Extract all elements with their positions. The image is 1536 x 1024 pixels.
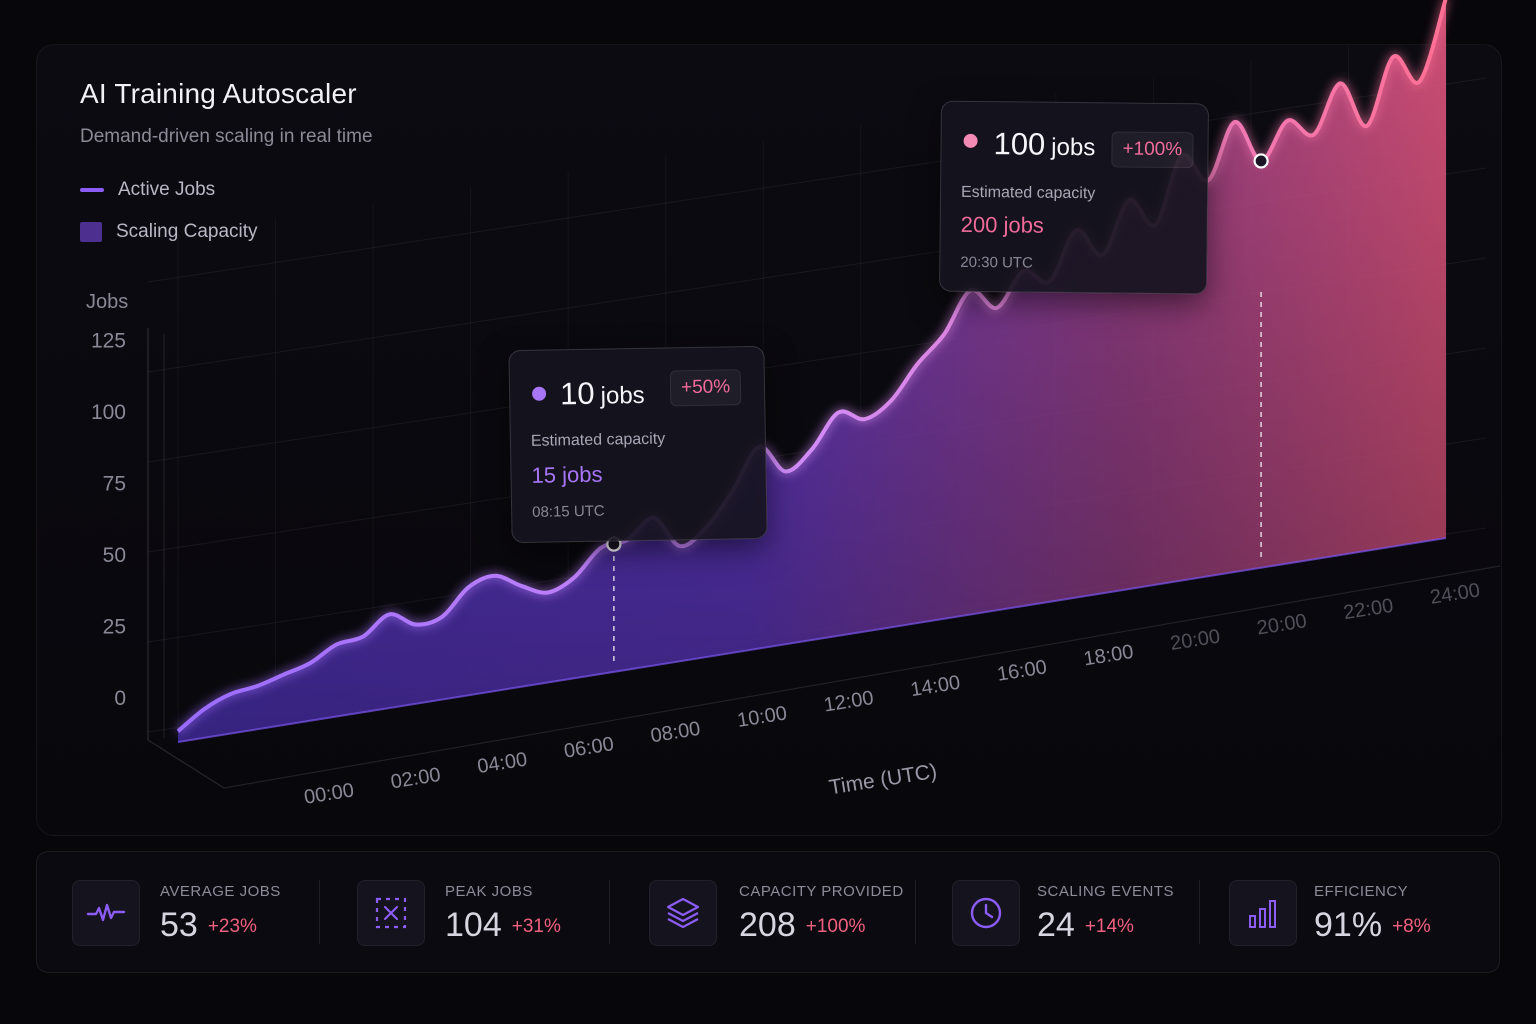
peak-target-icon	[357, 880, 425, 946]
grid-line-y	[147, 77, 1487, 283]
x-tick-label: 10:00	[736, 702, 789, 732]
area-baseline	[177, 537, 1447, 743]
tooltip-annotation-1: 10 jobs +50% Estimated capacity 15 jobs 0…	[508, 345, 768, 544]
stat-average-jobs: AVERAGE JOBS 53 +23%	[72, 852, 322, 972]
x-tick-label: 16:00	[996, 656, 1049, 686]
stat-value: 104 +31%	[445, 906, 561, 944]
stat-peak-jobs: PEAK JOBS 104 +31%	[357, 852, 617, 972]
tooltip-time: 08:15 UTC	[532, 502, 605, 521]
x-tick-label: 22:00	[1342, 595, 1395, 625]
x-tick-label: 04:00	[476, 749, 529, 779]
stat-divider	[915, 880, 916, 944]
series-dot-icon	[531, 386, 547, 401]
series-dot-icon	[963, 133, 978, 148]
legend-label: Scaling Capacity	[116, 221, 258, 242]
legend-line-icon	[80, 188, 104, 192]
x-tick-label: 00:00	[303, 779, 356, 809]
x-tick-label: 24:00	[1429, 579, 1482, 609]
stat-divider	[1199, 880, 1200, 944]
y-tick-label: 25	[103, 616, 126, 639]
tooltip-value: 100 jobs	[993, 126, 1096, 162]
x-tick-label: 06:00	[562, 733, 615, 763]
chart-subtitle: Demand-driven scaling in real time	[80, 126, 373, 147]
stat-capacity-provided: CAPACITY PROVIDED 208 +100%	[649, 852, 919, 972]
line-active-jobs	[176, 0, 1448, 733]
bar-chart-icon	[1229, 880, 1297, 946]
stat-label: CAPACITY PROVIDED	[739, 883, 904, 900]
stat-value: 208 +100%	[739, 906, 866, 944]
clock-icon	[952, 880, 1020, 946]
x-tick-label: 12:00	[822, 687, 875, 717]
axes	[147, 328, 1501, 789]
stat-scaling-events: SCALING EVENTS 24 +14%	[952, 852, 1202, 972]
annotation-point	[1253, 153, 1269, 169]
tooltip-change-badge: +100%	[1111, 131, 1194, 169]
stat-divider	[319, 880, 320, 944]
chart-title: AI Training Autoscaler	[80, 78, 357, 109]
legend-square-icon	[80, 222, 102, 242]
x-tick-label: 20:00	[1169, 625, 1222, 655]
stat-label: PEAK JOBS	[445, 883, 533, 900]
tooltip-capacity-value: 200 jobs	[960, 211, 1045, 238]
stat-label: EFFICIENCY	[1314, 883, 1409, 900]
y-tick-label: 100	[91, 401, 126, 424]
y-tick-label: 0	[114, 687, 126, 710]
tooltip-annotation-2: 100 jobs +100% Estimated capacity 200 job…	[939, 100, 1209, 295]
floor-edge	[147, 739, 225, 789]
stat-change: +100%	[805, 916, 866, 937]
stat-value: 24 +14%	[1037, 906, 1134, 944]
x-tick-label: 14:00	[909, 672, 962, 702]
legend-item-scaling-capacity[interactable]: Scaling Capacity	[80, 221, 258, 243]
tooltip-capacity-value: 15 jobs	[531, 461, 603, 488]
stat-change: +14%	[1084, 916, 1134, 937]
x-tick-label: 08:00	[649, 718, 702, 748]
tooltip-change-badge: +50%	[669, 369, 742, 407]
stats-bar: AVERAGE JOBS 53 +23% PEAK JOBS 104 +31% CA…	[36, 851, 1500, 973]
x-tick-label: 02:00	[389, 764, 442, 794]
y-axis-label: Jobs	[86, 291, 128, 313]
x-axis-label: Time (UTC)	[827, 760, 938, 800]
stat-change: +23%	[207, 916, 257, 937]
legend-item-active-jobs[interactable]: Active Jobs	[80, 179, 215, 201]
y-tick-label: 50	[103, 544, 126, 567]
tooltip-capacity-label: Estimated capacity	[530, 430, 666, 450]
x-axis-line	[223, 565, 1501, 789]
series-active-jobs	[176, 0, 1448, 743]
stat-label: SCALING EVENTS	[1037, 883, 1175, 900]
stat-label: AVERAGE JOBS	[160, 883, 281, 900]
stat-change: +31%	[511, 916, 561, 937]
x-tick-label: 18:00	[1082, 641, 1135, 671]
x-tick-label: 20:00	[1255, 610, 1308, 640]
stat-efficiency: EFFICIENCY 91% +8%	[1229, 852, 1479, 972]
y-tick-label: 75	[103, 473, 126, 496]
legend-label: Active Jobs	[118, 179, 216, 200]
area-shade	[178, 0, 1446, 742]
y-tick-label: 125	[91, 330, 126, 353]
tooltip-value: 10 jobs	[559, 375, 645, 412]
pulse-icon	[72, 880, 140, 946]
stat-value: 53 +23%	[160, 906, 257, 944]
stat-value: 91% +8%	[1314, 906, 1431, 944]
stat-change: +8%	[1392, 916, 1431, 937]
tooltip-capacity-label: Estimated capacity	[960, 183, 1096, 203]
stat-divider	[609, 880, 610, 944]
layers-icon	[649, 880, 717, 946]
tooltip-time: 20:30 UTC	[960, 253, 1033, 272]
